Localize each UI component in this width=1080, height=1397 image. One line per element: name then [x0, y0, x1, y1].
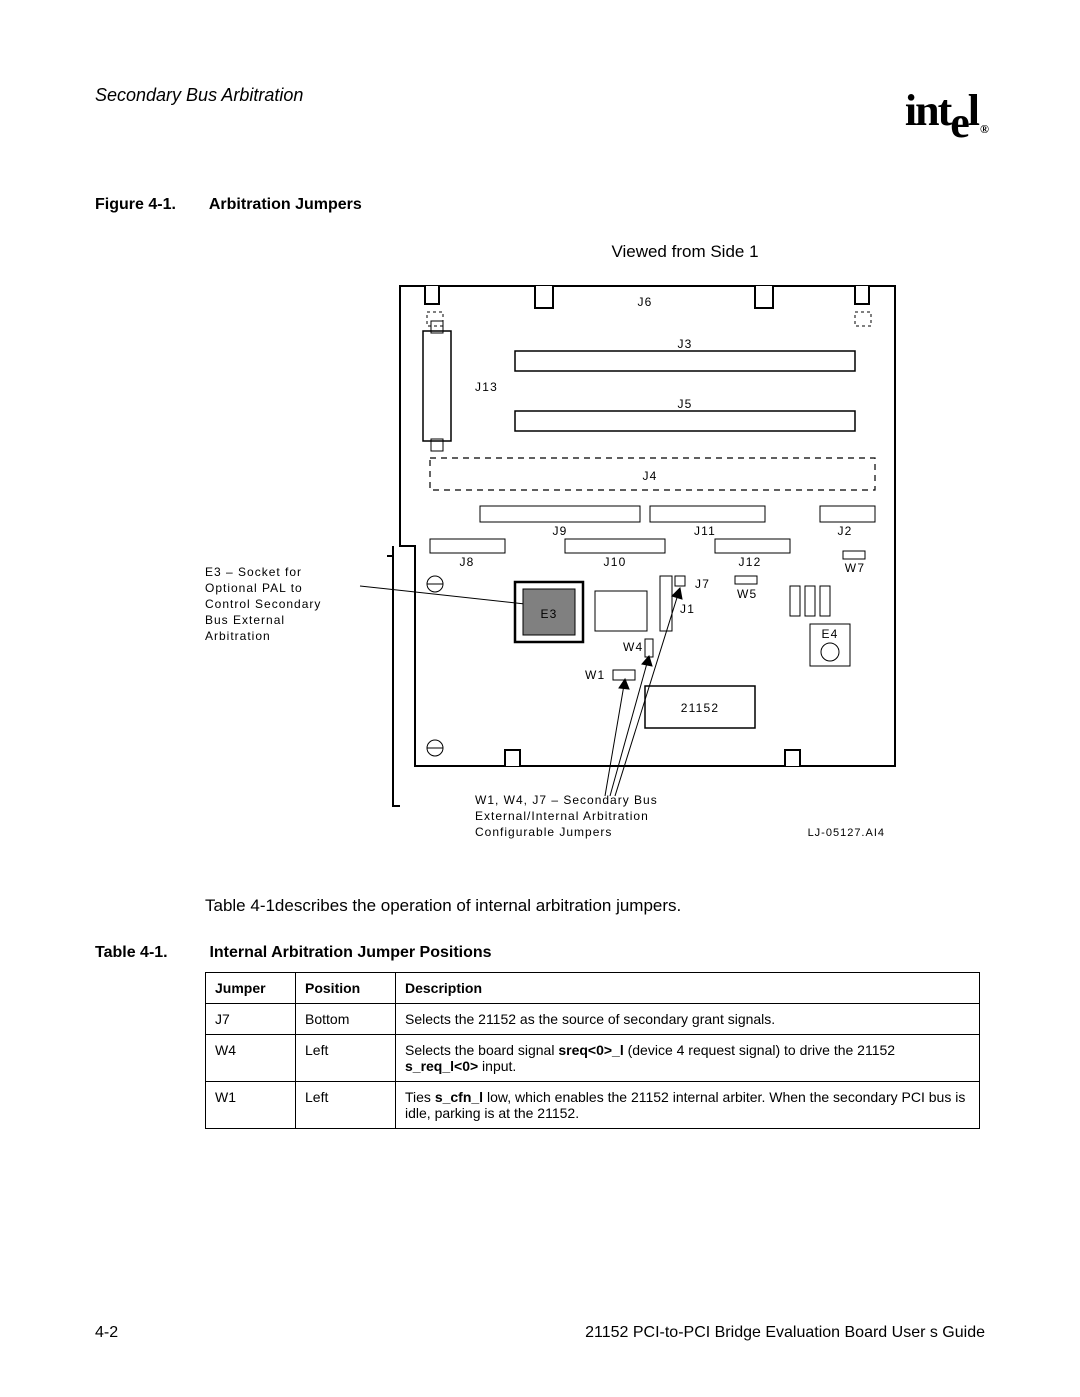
figure-diagram: Viewed from Side 1 E3 – Socket for Optio…	[205, 242, 985, 866]
figure-caption: Figure 4-1. Arbitration Jumpers	[95, 196, 985, 214]
top-dash-1	[427, 312, 443, 326]
comp-j10	[565, 539, 665, 553]
comp-w5	[735, 576, 757, 584]
footer-page: 4-2	[95, 1324, 118, 1342]
table-row: W1LeftTies s_cfn_l low, which enables th…	[206, 1082, 980, 1129]
comp-j3	[515, 351, 855, 371]
label-j10: J10	[604, 555, 627, 569]
comp-j2	[820, 506, 875, 522]
cell-description: Selects the 21152 as the source of secon…	[396, 1004, 980, 1035]
label-j2: J2	[837, 524, 852, 538]
page-header: Secondary Bus Arbitration intel®	[95, 85, 985, 136]
cell-jumper: W1	[206, 1082, 296, 1129]
leader-line-e3	[360, 586, 525, 604]
label-j8: J8	[459, 555, 474, 569]
body-paragraph: Table 4-1describes the operation of inte…	[205, 896, 985, 916]
comp-j9	[480, 506, 640, 522]
comp-w1	[613, 670, 635, 680]
comp-block	[595, 591, 647, 631]
label-j1: J1	[680, 602, 695, 616]
cell-jumper: W4	[206, 1035, 296, 1082]
label-e4: E4	[821, 627, 838, 641]
comp-j12	[715, 539, 790, 553]
table-caption: Table 4-1. Internal Arbitration Jumper P…	[95, 944, 985, 962]
bracket-left	[393, 546, 400, 806]
cell-position: Left	[296, 1035, 396, 1082]
label-j12: J12	[739, 555, 762, 569]
caps-right	[790, 586, 830, 616]
label-j5: J5	[677, 397, 692, 411]
board-diagram-svg: E3 – Socket for Optional PAL to Control …	[205, 276, 985, 866]
label-j6: J6	[637, 295, 652, 309]
top-dash-2	[855, 312, 871, 326]
figure-ref: LJ-05127.AI4	[808, 827, 885, 839]
label-w7: W7	[845, 561, 865, 575]
label-j4: J4	[642, 469, 657, 483]
cell-description: Selects the board signal sreq<0>_l (devi…	[396, 1035, 980, 1082]
comp-j7	[675, 576, 685, 586]
view-label: Viewed from Side 1	[385, 242, 985, 262]
board-outline	[400, 286, 895, 766]
leader-arrows	[605, 588, 682, 796]
th-description: Description	[396, 973, 980, 1004]
comp-w7	[843, 551, 865, 559]
label-j13: J13	[475, 380, 498, 394]
section-title: Secondary Bus Arbitration	[95, 85, 303, 106]
label-j3: J3	[677, 337, 692, 351]
table-row: W4LeftSelects the board signal sreq<0>_l…	[206, 1035, 980, 1082]
cell-jumper: J7	[206, 1004, 296, 1035]
figure-title: Arbitration Jumpers	[209, 196, 362, 213]
table-header-row: Jumper Position Description	[206, 973, 980, 1004]
jumper-table: Jumper Position Description J7BottomSele…	[205, 972, 980, 1129]
footer-doc: 21152 PCI-to-PCI Bridge Evaluation Board…	[585, 1324, 985, 1342]
label-j11: J11	[694, 524, 716, 538]
table-label: Table 4-1.	[95, 944, 205, 962]
comp-j1	[660, 576, 672, 631]
cell-position: Bottom	[296, 1004, 396, 1035]
comp-j8	[430, 539, 505, 553]
leader-note: E3 – Socket for Optional PAL to Control …	[205, 565, 326, 643]
label-21152: 21152	[681, 701, 719, 715]
th-position: Position	[296, 973, 396, 1004]
table-title: Internal Arbitration Jumper Positions	[209, 944, 491, 961]
table-row: J7BottomSelects the 21152 as the source …	[206, 1004, 980, 1035]
bottom-note: W1, W4, J7 – Secondary Bus External/Inte…	[475, 793, 662, 839]
comp-j13	[423, 331, 451, 441]
label-j7: J7	[695, 577, 710, 591]
comp-j5	[515, 411, 855, 431]
th-jumper: Jumper	[206, 973, 296, 1004]
page-footer: 4-2 21152 PCI-to-PCI Bridge Evaluation B…	[95, 1324, 985, 1342]
comp-w4	[645, 639, 653, 657]
label-j9: J9	[552, 524, 567, 538]
label-w1: W1	[585, 668, 605, 682]
edge-connector-bottom	[505, 750, 800, 766]
figure-label: Figure 4-1.	[95, 196, 205, 214]
label-e3: E3	[540, 607, 557, 621]
cell-position: Left	[296, 1082, 396, 1129]
label-w5: W5	[737, 587, 757, 601]
cell-description: Ties s_cfn_l low, which enables the 2115…	[396, 1082, 980, 1129]
e4-circle	[821, 643, 839, 661]
label-w4: W4	[623, 640, 643, 654]
intel-logo: intel®	[905, 85, 985, 136]
comp-j11	[650, 506, 765, 522]
